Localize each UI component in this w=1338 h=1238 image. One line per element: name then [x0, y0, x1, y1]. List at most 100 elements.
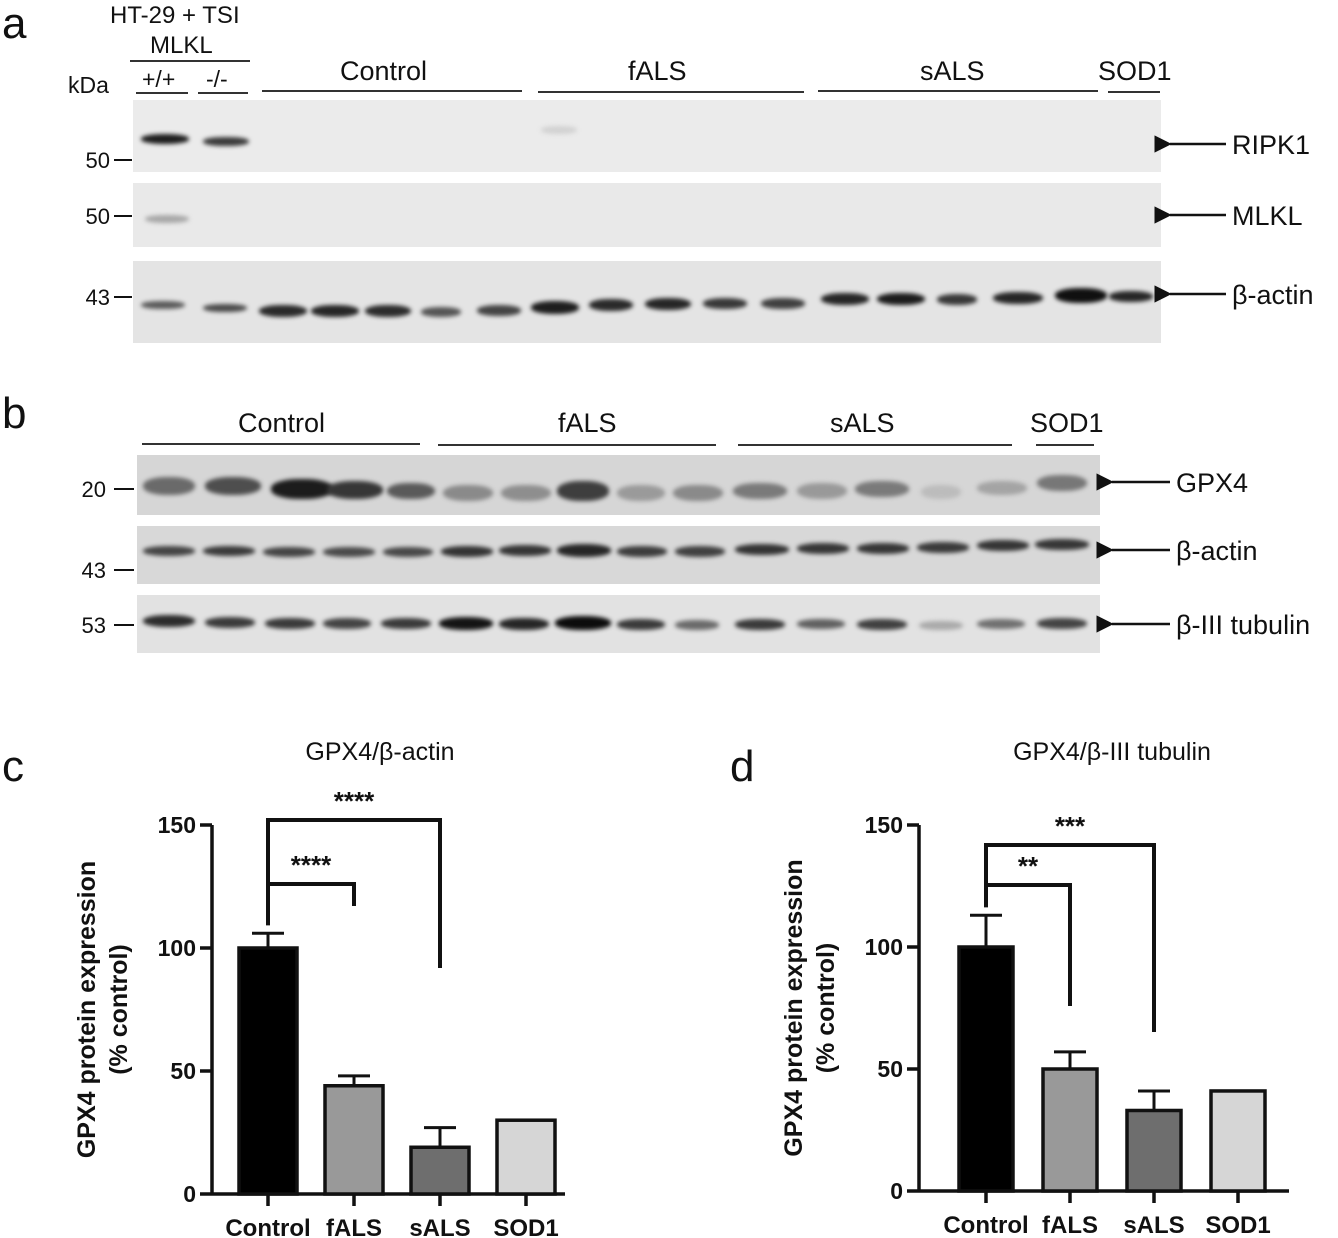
y-tick-label: 0	[183, 1181, 196, 1207]
band	[381, 618, 431, 629]
band	[797, 543, 849, 554]
blot-beta-actin-b	[137, 526, 1100, 584]
y-axis-label: GPX4 protein expression	[780, 859, 808, 1156]
band	[917, 542, 969, 553]
band	[977, 540, 1029, 551]
mw-marker-mlkl: 50	[85, 204, 110, 229]
target-label-tubulin: β-III tubulin	[1176, 610, 1311, 640]
band	[617, 546, 667, 557]
band	[797, 483, 847, 499]
significance-stars: ****	[334, 786, 375, 816]
band	[1109, 291, 1153, 302]
x-tick-label: sALS	[1123, 1212, 1184, 1238]
band	[205, 477, 261, 495]
band	[203, 546, 255, 556]
significance-stars: ****	[291, 850, 332, 880]
group-line-sals-b	[738, 444, 1012, 446]
band	[263, 547, 315, 557]
y-axis-label: GPX4 protein expression	[73, 861, 101, 1158]
band	[937, 294, 977, 305]
band	[857, 543, 909, 554]
group-line-control-a	[262, 90, 522, 92]
bar	[495, 1118, 557, 1196]
band	[499, 618, 549, 630]
band	[443, 485, 493, 501]
band	[383, 547, 433, 557]
band	[259, 305, 307, 317]
kda-label: kDa	[68, 72, 109, 98]
bar	[409, 1145, 471, 1196]
band	[555, 616, 611, 630]
bar-chart-gpx4-actin: GPX4/β-actin GPX4 protein expression (% co…	[73, 738, 565, 1238]
panel-letter-d: d	[730, 742, 755, 791]
x-tick-label: fALS	[1042, 1212, 1098, 1238]
y-tick-label: 150	[865, 812, 903, 838]
band	[735, 619, 785, 630]
band	[921, 485, 961, 499]
band	[617, 485, 665, 501]
y-tick-label: 100	[865, 934, 903, 960]
bar	[237, 946, 299, 1196]
band	[365, 305, 411, 317]
group-label-control-a: Control	[340, 56, 428, 86]
y-tick-label: 50	[170, 1058, 196, 1084]
chart-title: GPX4/β-III tubulin	[1013, 738, 1211, 766]
band	[977, 481, 1027, 495]
target-label-actin-b: β-actin	[1176, 536, 1258, 566]
genotype-ko: -/-	[206, 66, 228, 92]
panel-letter-b: b	[2, 389, 27, 438]
bar	[1125, 1108, 1183, 1193]
x-tick-label: SOD1	[1205, 1212, 1270, 1238]
band	[141, 301, 185, 309]
blot-mlkl	[133, 183, 1161, 247]
chart-title: GPX4/β-actin	[305, 738, 454, 766]
group-label-sals-a: sALS	[920, 56, 985, 86]
genotype-wt: +/+	[142, 66, 176, 92]
mlkl-genotype-title: MLKL	[150, 32, 213, 59]
band	[143, 546, 195, 556]
group-line-sals-a	[818, 90, 1098, 92]
mw-marker-tubulin: 53	[81, 613, 106, 638]
band	[1037, 475, 1087, 491]
band	[1035, 539, 1089, 550]
band	[323, 618, 371, 629]
group-label-sals-b: sALS	[830, 408, 895, 438]
band	[589, 299, 633, 311]
significance-bracket	[266, 882, 356, 926]
x-tick-label: Control	[943, 1212, 1028, 1238]
band	[421, 307, 461, 317]
y-tick-label: 50	[877, 1056, 903, 1082]
group-label-fals-b: fALS	[558, 408, 617, 438]
band	[531, 301, 579, 314]
group-label-sod1-b: SOD1	[1030, 408, 1104, 438]
mw-marker-actin-b: 43	[81, 558, 106, 583]
band	[993, 292, 1043, 304]
band	[441, 546, 493, 557]
band	[675, 546, 725, 557]
panel-letter-c: c	[2, 742, 24, 791]
band	[501, 485, 551, 501]
band	[387, 483, 435, 499]
x-tick-label: sALS	[409, 1215, 470, 1238]
band	[205, 617, 255, 628]
group-label-sod1-a: SOD1	[1098, 56, 1172, 86]
group-line-fals-b	[438, 444, 716, 446]
bar	[1209, 1089, 1267, 1193]
x-tick-label: SOD1	[493, 1215, 558, 1238]
bar	[323, 1084, 385, 1196]
target-arrows	[114, 135, 1226, 633]
significance-bracket	[266, 818, 442, 968]
band	[733, 483, 787, 499]
band	[477, 305, 521, 316]
target-label-ripk1: RIPK1	[1232, 130, 1311, 160]
band	[761, 298, 805, 309]
genotype-wt-line	[136, 92, 188, 94]
genotype-title-line	[130, 60, 250, 62]
x-tick-label: Control	[225, 1215, 310, 1238]
band	[735, 544, 789, 555]
band	[311, 305, 359, 317]
mw-marker-actin-a: 43	[85, 285, 110, 310]
band	[327, 481, 383, 499]
band	[203, 137, 249, 146]
y-axis-label-unit: (% control)	[812, 943, 840, 1074]
